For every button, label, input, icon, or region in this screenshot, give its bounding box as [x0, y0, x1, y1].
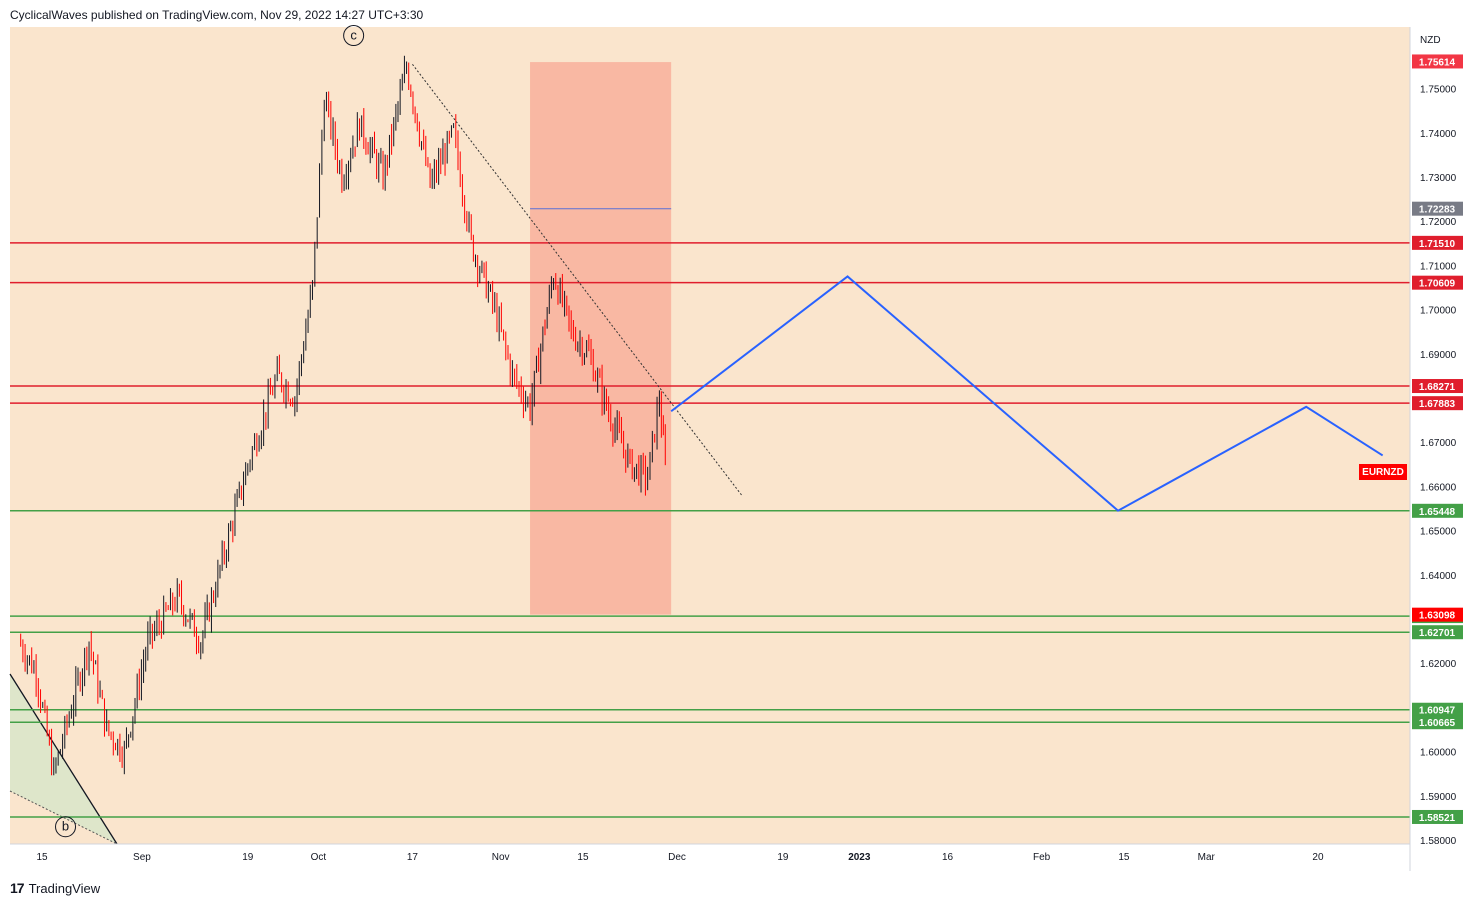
- x-tick-label: Dec: [668, 852, 686, 863]
- y-tick-label: 1.66000: [1420, 482, 1457, 493]
- price-badges: 1.71510 1.70609 1.68271 1.67883 1.65448 1.630…: [1412, 54, 1463, 824]
- price-badge-box: [1412, 715, 1463, 730]
- wedge-pattern: [9, 673, 118, 845]
- currency-label: NZD: [1420, 35, 1441, 46]
- price-badge-box: [1412, 625, 1463, 640]
- price-badge-box: [1412, 54, 1463, 69]
- price-badge-label: 1.60665: [1419, 718, 1456, 729]
- price-axis-ticks[interactable]: 1.75000 1.74000 1.73000 1.72000 1.71000 1.700…: [1420, 85, 1457, 847]
- price-badge-label: 1.70609: [1419, 279, 1456, 290]
- shaded-zone-layer: [530, 62, 672, 615]
- time-axis-ticks[interactable]: 15 Sep 19 Oct 17 Nov 15 Dec 19 2023 16 Feb 15 Mar 20: [36, 852, 1324, 863]
- footer-brand[interactable]: TradingView: [28, 880, 101, 896]
- price-badge-box: [1412, 235, 1463, 250]
- projection-layer[interactable]: [670, 275, 1384, 512]
- y-tick-label: 1.70000: [1420, 306, 1457, 317]
- y-tick-label: 1.67000: [1420, 438, 1457, 449]
- price-axis-background: [1410, 27, 1468, 871]
- price-badge-label: 1.62701: [1419, 628, 1456, 639]
- x-tick-label: 15: [1118, 852, 1130, 863]
- shaded-zone: [530, 62, 672, 615]
- price-badge-box: [1412, 201, 1463, 216]
- price-badge-label: 1.67883: [1419, 399, 1456, 410]
- x-tick-label: 15: [36, 852, 48, 863]
- price-badge-box: [1412, 809, 1463, 824]
- x-tick-label: Oct: [311, 852, 327, 863]
- y-tick-label: 1.62000: [1420, 659, 1457, 670]
- x-tick-label: 16: [942, 852, 954, 863]
- price-badge-label: 1.68271: [1419, 382, 1456, 393]
- y-tick-label: 1.73000: [1420, 173, 1457, 184]
- y-tick-label: 1.72000: [1420, 217, 1457, 228]
- y-tick-label: 1.58000: [1420, 836, 1457, 847]
- x-tick-label: Mar: [1198, 852, 1216, 863]
- tradingview-logo-icon: 17: [10, 880, 25, 896]
- wave-label-circle-1: [55, 816, 77, 838]
- y-tick-label: 1.74000: [1420, 129, 1457, 140]
- price-badge-box: [1412, 503, 1463, 518]
- price-badge-label: 1.72283: [1419, 205, 1456, 216]
- wave-label-b: b: [62, 819, 69, 834]
- price-badge-label: 1.60947: [1419, 706, 1456, 717]
- y-tick-label: 1.71000: [1420, 261, 1457, 272]
- footer: 17 TradingView: [10, 880, 100, 896]
- price-badge-label: 1.71510: [1419, 239, 1456, 250]
- wave-labels-layer: cb: [55, 25, 365, 838]
- price-badge-box: [1412, 396, 1463, 411]
- y-tick-label: 1.59000: [1420, 792, 1457, 803]
- plot-background: [10, 27, 1410, 844]
- chart-attribution: CyclicalWaves published on TradingView.c…: [10, 8, 424, 22]
- wave-label-circle-0: [343, 25, 365, 47]
- price-badge-label: 1.63098: [1419, 611, 1456, 622]
- x-tick-label: 15: [577, 852, 589, 863]
- y-tick-label: 1.60000: [1420, 748, 1457, 759]
- projection-path: [670, 275, 1384, 512]
- time-axis-background: [10, 844, 1410, 871]
- wave-label-c: c: [350, 28, 357, 43]
- x-tick-label: Sep: [133, 852, 151, 863]
- symbol-badge-box: [1359, 464, 1407, 480]
- price-badge-label: 1.58521: [1419, 813, 1456, 824]
- x-tick-label: 17: [407, 852, 419, 863]
- y-tick-label: 1.65000: [1420, 527, 1457, 538]
- y-tick-label: 1.64000: [1420, 571, 1457, 582]
- x-tick-label: 19: [777, 852, 789, 863]
- x-tick-label: 2023: [848, 852, 871, 863]
- x-tick-label: 19: [242, 852, 254, 863]
- price-badge-box: [1412, 607, 1463, 622]
- price-badge-box: [1412, 702, 1463, 717]
- y-tick-label: 1.69000: [1420, 350, 1457, 361]
- horizontal-levels-layer[interactable]: [10, 242, 1410, 818]
- x-tick-label: Nov: [492, 852, 510, 863]
- price-badge-label: 1.65448: [1419, 507, 1456, 518]
- y-tick-label: 1.75000: [1420, 85, 1457, 96]
- x-tick-label: 20: [1312, 852, 1324, 863]
- wedge-upper-line: [9, 673, 118, 845]
- price-badge-box: [1412, 379, 1463, 394]
- candles-layer: [20, 55, 666, 776]
- price-badge-box: [1412, 275, 1463, 290]
- symbol-badge: EURNZD: [1359, 464, 1407, 480]
- symbol-badge-label: EURNZD: [1362, 467, 1404, 478]
- price-badge-label: 1.75614: [1419, 57, 1456, 68]
- x-tick-label: Feb: [1033, 852, 1051, 863]
